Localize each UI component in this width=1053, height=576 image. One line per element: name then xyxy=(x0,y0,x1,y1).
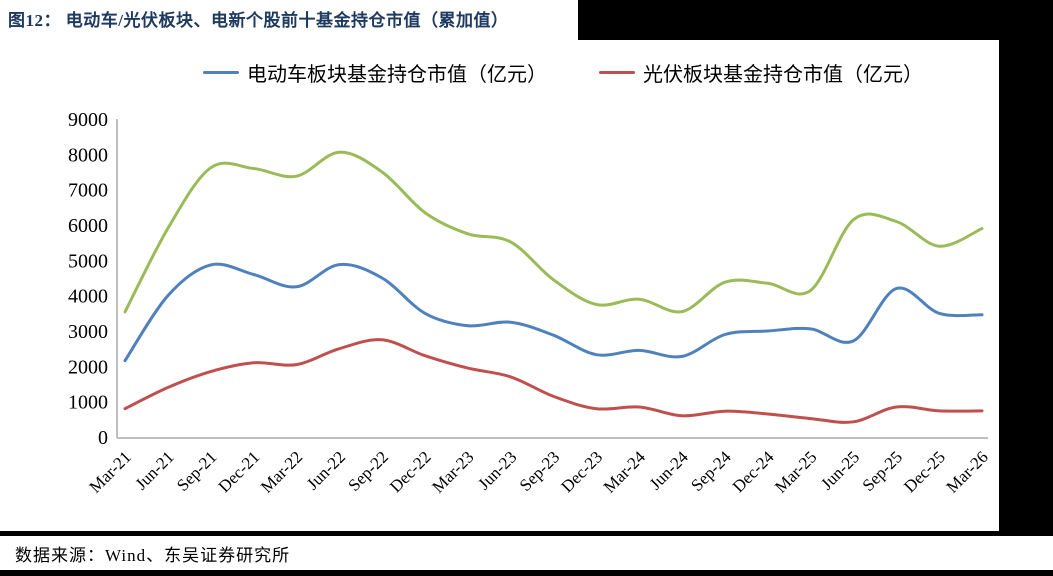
source-bar: 数据来源：Wind、东吴证券研究所 xyxy=(0,531,1053,576)
y-axis-label: 7000 xyxy=(68,180,108,202)
y-axis-label: 8000 xyxy=(68,144,108,166)
x-axis-label: Jun-24 xyxy=(646,447,693,494)
x-axis-label: Sep-25 xyxy=(859,447,906,494)
figure-title: 图12： 电动车/光伏板块、电新个股前十基金持仓市值（累加值） xyxy=(8,11,509,30)
x-axis-label: Jun-25 xyxy=(817,447,863,493)
y-axis-label: 9000 xyxy=(68,109,108,131)
black-mask-top xyxy=(578,0,1053,40)
x-axis-label: Sep-21 xyxy=(173,447,220,494)
x-axis-label: Sep-23 xyxy=(516,447,563,494)
x-axis-label: Dec-23 xyxy=(557,447,606,496)
legend-line-red-icon xyxy=(599,71,635,74)
x-axis-label: Dec-24 xyxy=(729,447,778,496)
series-line-blue xyxy=(123,262,984,363)
y-axis-label: 2000 xyxy=(68,356,108,378)
source-text: 数据来源：Wind、东吴证券研究所 xyxy=(15,545,291,565)
legend-entry-ev: 电动车板块基金持仓市值（亿元） xyxy=(203,58,547,87)
y-axis-label: 5000 xyxy=(68,250,108,272)
x-axis-label: Dec-25 xyxy=(900,447,949,496)
series-line-red xyxy=(123,338,984,424)
x-axis-label: Dec-22 xyxy=(386,447,435,496)
x-axis-label: Mar-25 xyxy=(771,447,820,496)
x-axis-label: Mar-23 xyxy=(428,447,477,496)
series-line-green xyxy=(123,150,984,314)
x-axis-label: Jun-21 xyxy=(132,447,178,493)
x-axis-label: Jun-23 xyxy=(474,447,520,493)
line-chart: 0 1000 2000 3000 4000 5000 6000 7000 8000 9000 Mar… xyxy=(68,109,992,497)
x-axis-label: Dec-21 xyxy=(215,447,264,496)
x-axis-label: Mar-21 xyxy=(86,447,135,496)
legend-label-pv: 光伏板块基金持仓市值（亿元） xyxy=(643,64,923,86)
y-axis-label: 0 xyxy=(98,427,108,449)
y-axis-label: 3000 xyxy=(68,321,108,343)
x-axis-label: Sep-24 xyxy=(687,447,735,495)
legend-line-blue-icon xyxy=(203,71,239,74)
legend-entry-pv: 光伏板块基金持仓市值（亿元） xyxy=(599,58,923,87)
x-axis-label: Mar-24 xyxy=(600,447,650,497)
x-axis-label: Mar-26 xyxy=(943,447,992,496)
black-mask-right xyxy=(999,0,1053,576)
x-axis-label: Sep-22 xyxy=(344,447,391,494)
y-axis-label: 6000 xyxy=(68,215,108,237)
y-axis-label: 4000 xyxy=(68,286,108,308)
chart-legend: 电动车板块基金持仓市值（亿元） 光伏板块基金持仓市值（亿元） xyxy=(203,58,923,87)
y-axis-label: 1000 xyxy=(68,392,108,414)
legend-label-ev: 电动车板块基金持仓市值（亿元） xyxy=(247,64,547,86)
x-axis-label: Jun-22 xyxy=(303,447,349,493)
x-axis-label: Mar-22 xyxy=(257,447,306,496)
